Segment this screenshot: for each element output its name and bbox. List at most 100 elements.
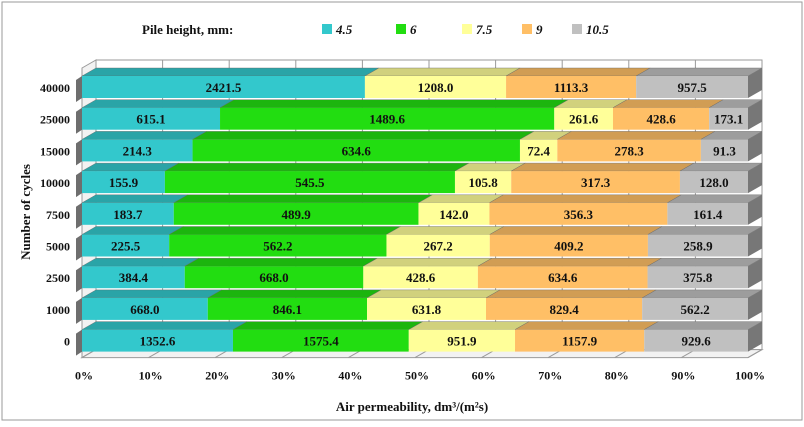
bar-start-cap bbox=[76, 76, 82, 102]
bar-top-7.5 bbox=[385, 226, 505, 235]
data-label-7.5: 72.4 bbox=[527, 143, 550, 158]
y-axis-title: Number of cycles bbox=[18, 164, 33, 260]
data-label-7.5: 631.8 bbox=[412, 302, 442, 317]
x-tick-label: 0% bbox=[75, 369, 93, 383]
bar-row: 668.0 846.1 631.8 829.4 562.2 bbox=[76, 289, 763, 324]
bar-segment-10.5 bbox=[636, 76, 748, 98]
data-label-9: 1157.9 bbox=[562, 334, 598, 349]
bar-segment-4.5 bbox=[82, 202, 174, 225]
data-label-6: 562.2 bbox=[263, 239, 292, 254]
data-label-7.5: 951.9 bbox=[447, 334, 477, 349]
bar-segment-7.5 bbox=[418, 202, 490, 225]
data-label-10.5: 957.5 bbox=[677, 80, 707, 95]
bar-top-9 bbox=[488, 194, 683, 204]
data-label-10.5: 258.9 bbox=[683, 239, 713, 254]
legend-title: Pile height, mm: bbox=[142, 22, 233, 37]
legend-item-10.5: 10.5 bbox=[572, 22, 609, 37]
data-label-7.5: 1208.0 bbox=[418, 80, 454, 95]
legend-swatch bbox=[462, 24, 472, 34]
bar-row: 615.1 1489.6 261.6 428.6 173.1 bbox=[76, 99, 763, 134]
bar-row: 1352.6 1575.4 951.9 1157.9 929.6 bbox=[76, 321, 763, 356]
x-tick-label: 80% bbox=[605, 369, 629, 383]
x-tick-label: 100% bbox=[735, 369, 765, 383]
bar-top-4.5 bbox=[81, 321, 248, 330]
data-label-7.5: 105.8 bbox=[468, 175, 498, 190]
bar-end-cap bbox=[748, 258, 762, 289]
data-label-4.5: 214.3 bbox=[123, 143, 153, 158]
bar-top-10.5 bbox=[679, 162, 763, 172]
bar-segment-10.5 bbox=[700, 139, 748, 162]
bar-segment-6 bbox=[232, 329, 409, 352]
x-tick-label: 20% bbox=[205, 369, 229, 383]
bar-top-6 bbox=[184, 258, 379, 267]
data-label-4.5: 615.1 bbox=[136, 112, 165, 127]
bar-segment-9 bbox=[506, 76, 637, 98]
bar-segment-4.5 bbox=[82, 76, 365, 98]
bar-segment-7.5 bbox=[363, 266, 478, 289]
legend-swatch bbox=[396, 24, 406, 34]
bar-segment-9 bbox=[477, 266, 648, 289]
data-label-10.5: 173.1 bbox=[714, 112, 743, 127]
bar-start-cap bbox=[76, 107, 82, 134]
bar-top-10.5 bbox=[666, 194, 763, 204]
bar-start-cap bbox=[76, 234, 82, 261]
legend-swatch bbox=[572, 24, 582, 34]
data-label-9: 317.3 bbox=[581, 175, 611, 190]
x-tick-label: 30% bbox=[272, 369, 296, 383]
bar-top-10.5 bbox=[641, 289, 763, 299]
bar-segment-4.5 bbox=[82, 107, 221, 130]
x-tick-label: 10% bbox=[139, 369, 163, 383]
bar-segment-4.5 bbox=[82, 139, 193, 162]
bar-segment-9 bbox=[557, 139, 701, 162]
bar-top-9 bbox=[510, 162, 695, 172]
y-tick-label: 0 bbox=[64, 335, 70, 349]
data-label-7.5: 267.2 bbox=[423, 239, 452, 254]
legend: Pile height, mm: 4.5 6 7.5 9 10.5 bbox=[142, 22, 609, 37]
legend-label: 4.5 bbox=[335, 22, 353, 37]
bar-segment-9 bbox=[489, 202, 668, 225]
bar-top-9 bbox=[489, 226, 663, 235]
x-tick-label: 60% bbox=[472, 369, 496, 383]
bar-end-cap bbox=[748, 131, 762, 162]
data-label-4.5: 183.7 bbox=[113, 207, 143, 222]
data-label-10.5: 128.0 bbox=[699, 175, 728, 190]
bar-start-cap bbox=[76, 171, 82, 198]
legend-swatch bbox=[322, 24, 332, 34]
data-label-10.5: 375.8 bbox=[683, 270, 713, 285]
bar-segment-6 bbox=[192, 139, 520, 162]
data-label-4.5: 225.5 bbox=[111, 239, 141, 254]
bar-segment-4.5 bbox=[82, 171, 165, 194]
data-label-9: 428.6 bbox=[646, 112, 676, 127]
bar-segment-10.5 bbox=[644, 329, 748, 352]
bar-row: 384.4 668.0 428.6 634.6 375.8 bbox=[76, 258, 763, 293]
bar-top-4.5 bbox=[81, 67, 380, 77]
bar-top-6 bbox=[207, 289, 382, 299]
bar-end-cap bbox=[748, 68, 762, 98]
bar-segment-6 bbox=[164, 171, 455, 194]
bar-top-9 bbox=[612, 99, 724, 108]
bar-top-6 bbox=[173, 194, 434, 204]
bar-top-7.5 bbox=[417, 194, 505, 204]
legend-item-9: 9 bbox=[522, 22, 543, 37]
data-label-6: 1575.4 bbox=[303, 334, 339, 349]
y-tick-label: 5000 bbox=[46, 240, 70, 254]
bar-segment-7.5 bbox=[408, 329, 516, 352]
data-label-7.5: 142.0 bbox=[439, 207, 468, 222]
bar-segment-7.5 bbox=[554, 107, 613, 130]
bar-segment-7.5 bbox=[364, 76, 507, 98]
bar-segment-7.5 bbox=[519, 139, 558, 162]
bar-segment-9 bbox=[612, 107, 710, 130]
legend-item-7.5: 7.5 bbox=[462, 22, 493, 37]
bar-top-4.5 bbox=[81, 131, 208, 140]
bar-segment-7.5 bbox=[454, 171, 512, 194]
legend-label: 9 bbox=[536, 22, 543, 37]
bar-start-cap bbox=[76, 329, 82, 356]
y-tick-label: 40000 bbox=[40, 81, 70, 95]
bar-row: 183.7 489.9 142.0 356.3 161.4 bbox=[76, 194, 763, 229]
legend-swatch bbox=[522, 24, 532, 34]
bar-segment-6 bbox=[173, 202, 419, 225]
y-tick-label: 7500 bbox=[46, 208, 70, 222]
x-tick-labels: 0% 10% 20% 30% 40% 50% 60% 70% 80% 90% 100% bbox=[75, 369, 765, 383]
bar-start-cap bbox=[76, 202, 82, 229]
